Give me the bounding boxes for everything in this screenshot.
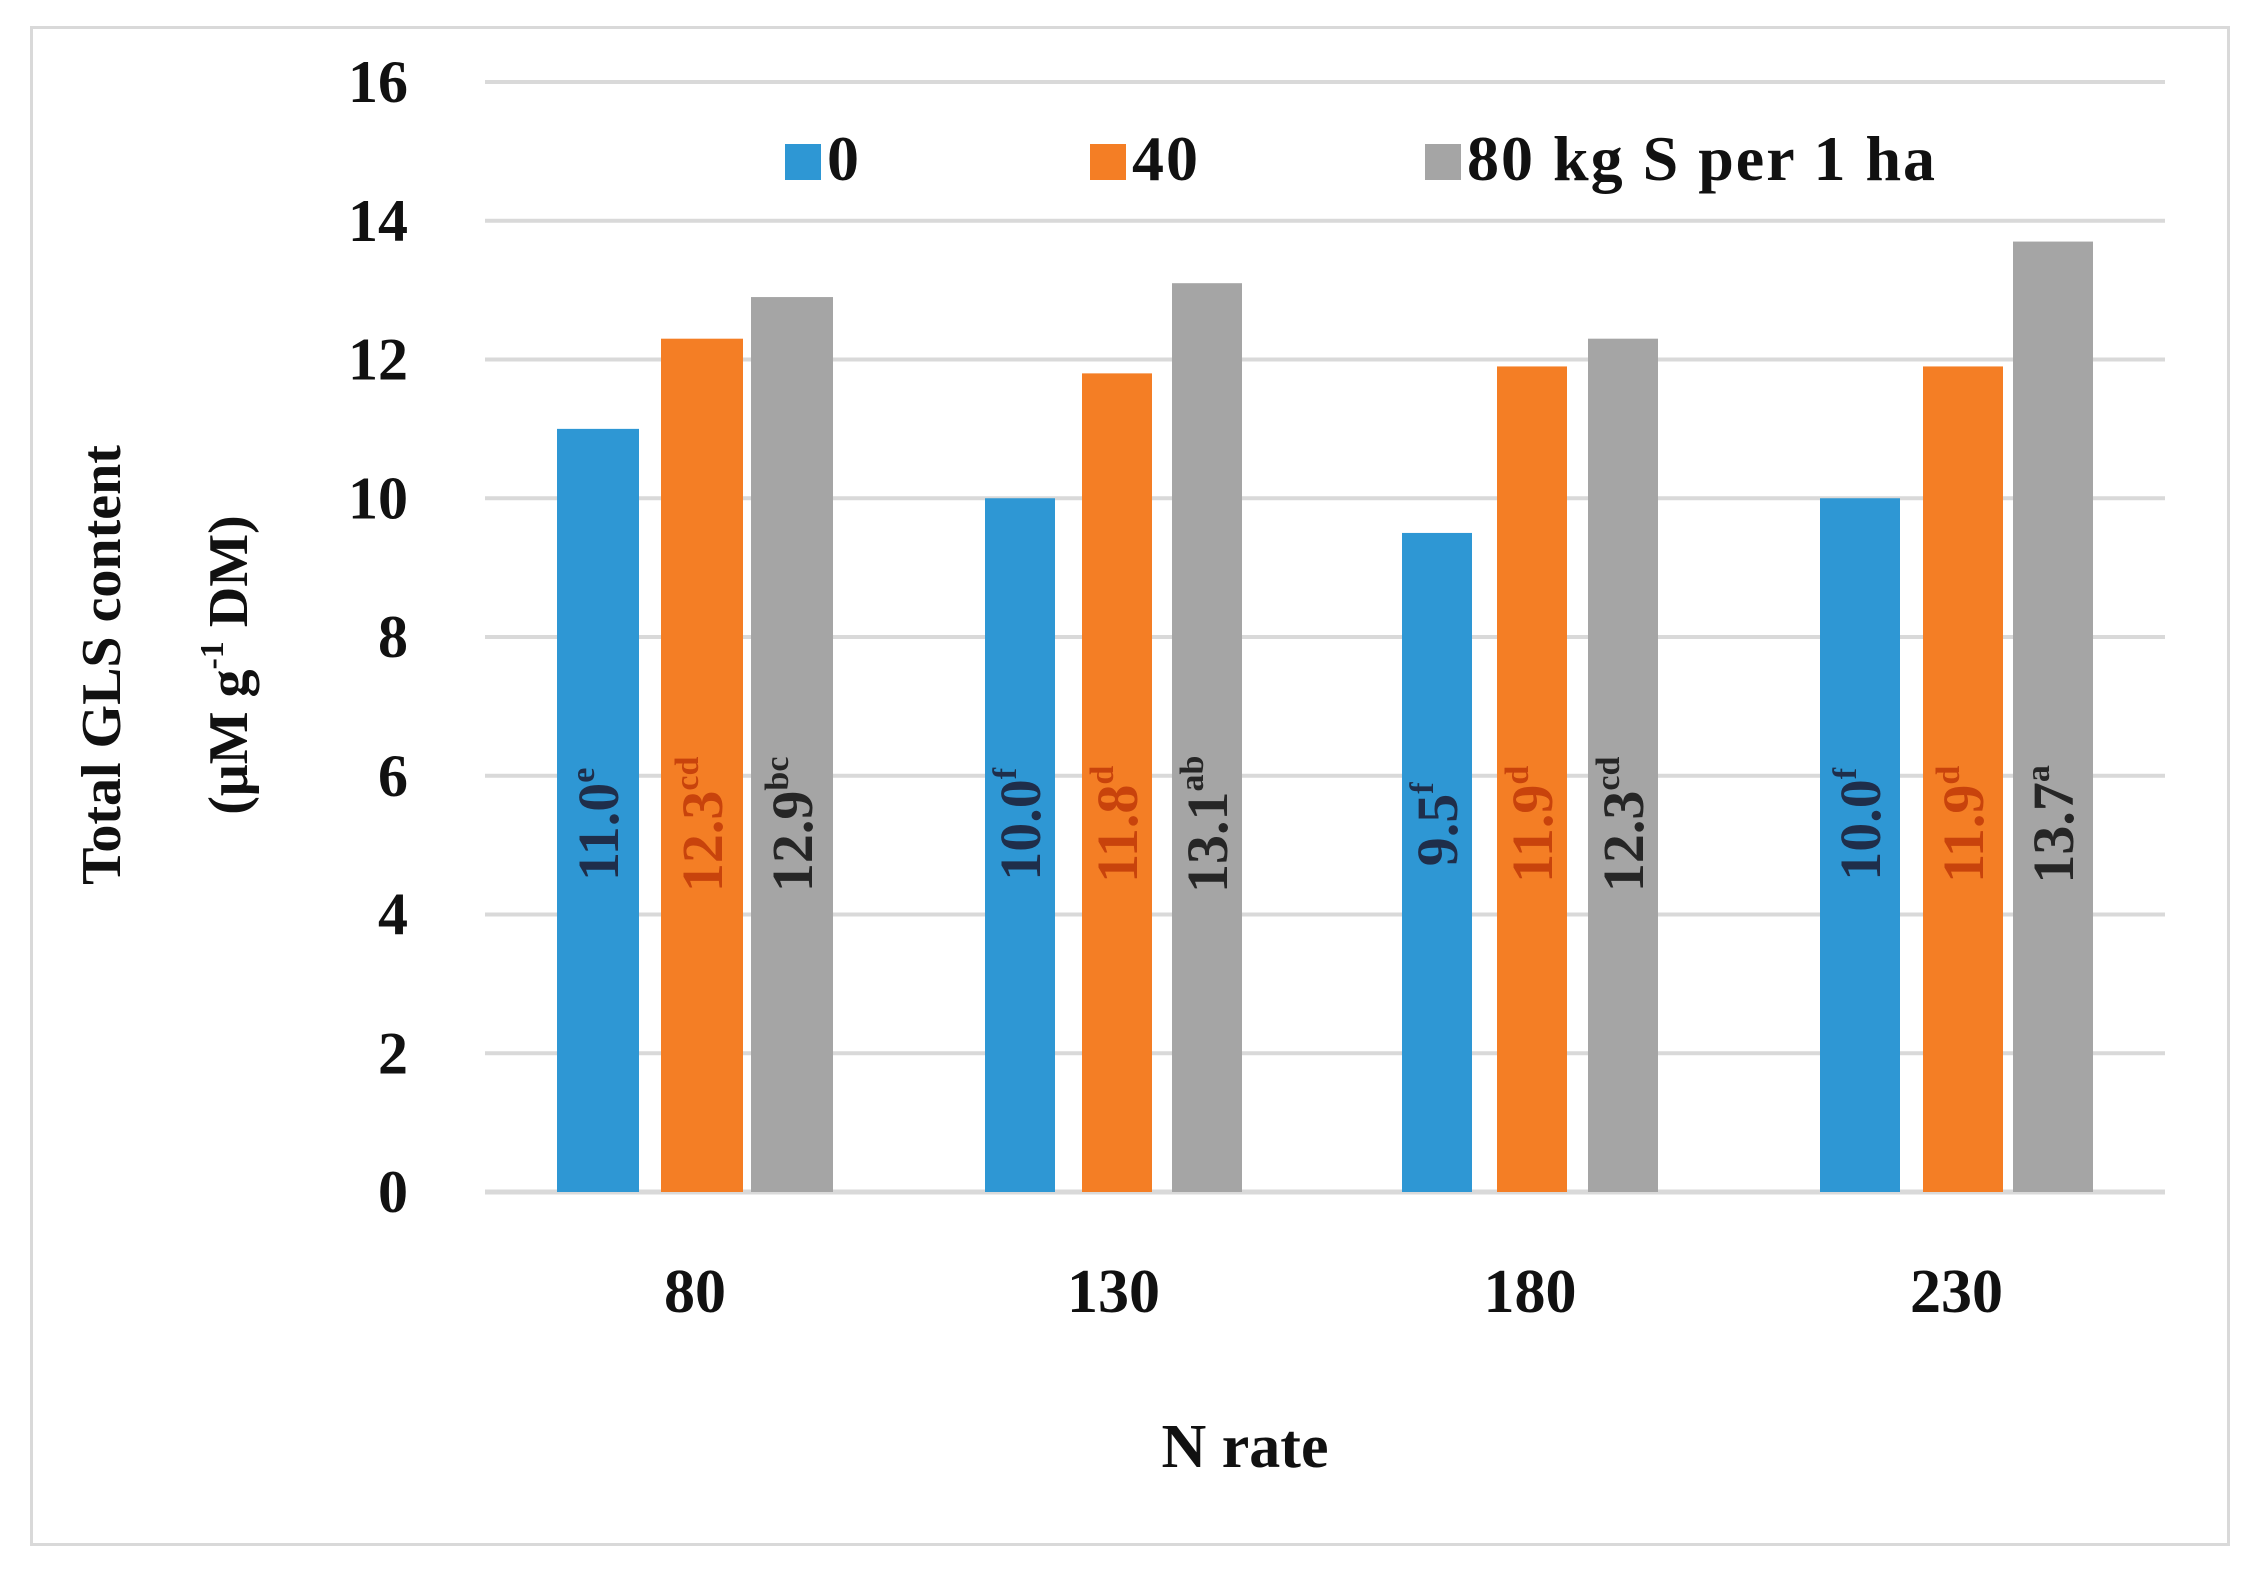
- legend-label-2: 80 kg S per 1 ha: [1467, 123, 1937, 194]
- bar-180-series-1: [1497, 366, 1567, 1192]
- data-label-180-series-1: 11.9d: [1499, 766, 1565, 883]
- bar-230-series-0: [1820, 498, 1900, 1192]
- data-label-letters: f: [1404, 782, 1441, 794]
- data-label-80-series-0: 11.0e: [565, 768, 631, 881]
- bar-180-series-2: [1588, 338, 1658, 1192]
- x-axis-title: N rate: [1162, 1413, 1329, 1481]
- y-tick-label-8: 8: [378, 604, 408, 670]
- data-label-letters: ab: [1174, 756, 1211, 792]
- data-label-value: 11.9: [1931, 785, 1996, 883]
- data-label-value: 11.8: [1085, 785, 1150, 883]
- data-label-value: 11.0: [566, 783, 631, 881]
- legend-swatch-0: [785, 144, 821, 180]
- y-tick-label-0: 0: [378, 1159, 408, 1225]
- data-label-value: 13.1: [1175, 792, 1240, 894]
- y-tick-label-14: 14: [348, 188, 408, 254]
- y-tick-label-16: 16: [348, 49, 408, 115]
- y-axis-ticks: 0 2 4 6 8 10 12 14 16: [348, 49, 408, 1225]
- bar-80-series-0: [557, 428, 639, 1192]
- data-label-180-series-0: 9.5f: [1404, 782, 1470, 867]
- data-label-value: 12.3: [1591, 791, 1656, 893]
- data-label-letters: bc: [759, 757, 796, 791]
- bar-130-series-1: [1082, 373, 1152, 1192]
- data-label-letters: f: [987, 767, 1024, 779]
- legend-label-0: 0: [827, 123, 861, 194]
- data-label-130-series-1: 11.8d: [1084, 766, 1150, 883]
- data-label-value: 12.3: [670, 791, 735, 893]
- data-label-230-series-0: 10.0f: [1827, 767, 1893, 881]
- x-tick-label-130: 130: [1067, 1258, 1160, 1326]
- data-label-value: 10.0: [988, 779, 1053, 881]
- y-tick-label-6: 6: [378, 743, 408, 809]
- data-label-180-series-2: 12.3cd: [1590, 756, 1656, 892]
- data-label-230-series-2: 13.7a: [2020, 765, 2086, 884]
- data-label-230-series-1: 11.9d: [1930, 766, 1996, 883]
- data-label-letters: d: [1930, 766, 1967, 785]
- bar-80-series-2: [751, 297, 833, 1192]
- x-tick-label-80: 80: [664, 1258, 726, 1326]
- data-label-value: 12.9: [760, 791, 825, 893]
- y-axis-title-unit-prefix: (μM g: [198, 670, 260, 815]
- legend-swatch-1: [1090, 144, 1126, 180]
- data-label-value: 9.5: [1405, 794, 1470, 867]
- data-label-letters: d: [1084, 766, 1121, 785]
- bar-180-series-0: [1402, 532, 1472, 1192]
- data-label-value: 10.0: [1828, 779, 1893, 881]
- data-label-letters: d: [1499, 766, 1536, 785]
- data-label-letters: cd: [1590, 756, 1627, 790]
- legend-label-1: 40: [1132, 123, 1200, 194]
- y-axis-title-line2: (μM g-1 DM): [194, 515, 260, 815]
- y-tick-label-12: 12: [348, 327, 408, 393]
- legend: 0 40 80 kg S per 1 ha: [785, 123, 1937, 194]
- y-axis-title-unit-exponent: -1: [194, 641, 231, 669]
- bar-130-series-0: [985, 498, 1055, 1192]
- y-tick-label-10: 10: [348, 465, 408, 531]
- data-label-80-series-2: 12.9bc: [759, 757, 825, 893]
- x-tick-label-230: 230: [1910, 1258, 2003, 1326]
- y-tick-label-4: 4: [378, 882, 408, 948]
- data-label-80-series-1: 12.3cd: [669, 756, 735, 892]
- bar-80-series-1: [661, 338, 743, 1192]
- data-label-130-series-2: 13.1ab: [1174, 756, 1240, 893]
- data-label-letters: cd: [669, 756, 706, 790]
- data-label-letters: f: [1827, 767, 1864, 779]
- data-label-letters: a: [2020, 765, 2057, 782]
- y-axis-title: Total GLS content (μM g-1 DM): [71, 445, 260, 885]
- x-tick-label-180: 180: [1484, 1258, 1577, 1326]
- bar-130-series-2: [1172, 283, 1242, 1192]
- x-axis-ticks: 80 130 180 230: [664, 1258, 2003, 1326]
- legend-swatch-2: [1425, 144, 1461, 180]
- data-label-value: 11.9: [1500, 785, 1565, 883]
- bars: [557, 241, 2093, 1192]
- data-label-value: 13.7: [2021, 782, 2086, 884]
- data-label-letters: e: [565, 768, 602, 783]
- y-axis-title-line1: Total GLS content: [71, 445, 133, 885]
- data-label-130-series-0: 10.0f: [987, 767, 1053, 881]
- y-tick-label-2: 2: [378, 1020, 408, 1086]
- y-axis-title-unit-suffix: DM): [198, 515, 260, 641]
- bar-230-series-1: [1923, 366, 2003, 1192]
- bar-230-series-2: [2013, 241, 2093, 1192]
